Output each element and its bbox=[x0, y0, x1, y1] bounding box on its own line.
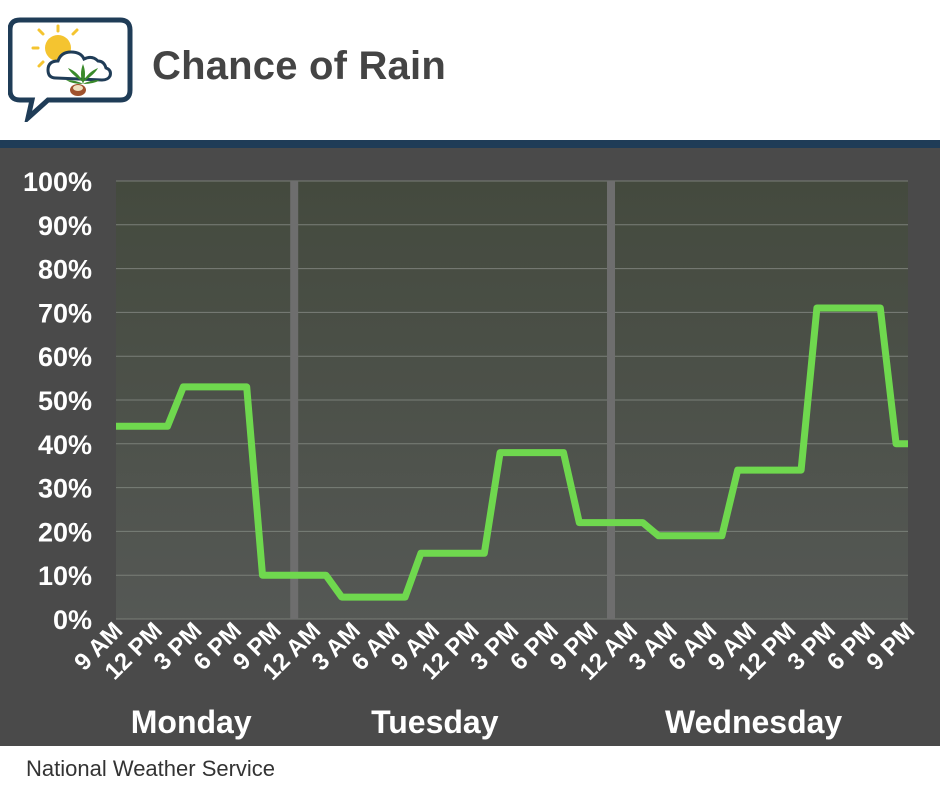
y-tick-label: 20% bbox=[38, 517, 92, 547]
y-tick-label: 70% bbox=[38, 298, 92, 328]
y-tick-label: 40% bbox=[38, 430, 92, 460]
header: Chance of Rain bbox=[0, 0, 940, 140]
y-tick-label: 90% bbox=[38, 211, 92, 241]
footer: National Weather Service bbox=[0, 746, 940, 788]
header-divider bbox=[0, 140, 940, 148]
day-separator bbox=[607, 181, 615, 619]
chart-panel: 0% 10% 20% 30% 40% 50% 60% 70% 80% 90% 100% 9 AM 12… bbox=[0, 148, 940, 746]
day-label: Tuesday bbox=[371, 704, 499, 740]
y-tick-label: 100% bbox=[23, 167, 92, 197]
weather-logo-icon bbox=[8, 17, 133, 122]
rain-chance-chart: 0%10%20%30%40%50%60%70%80%90%100% 9 AM12… bbox=[23, 167, 920, 740]
y-tick-label: 30% bbox=[38, 474, 92, 504]
page-title: Chance of Rain bbox=[152, 44, 446, 88]
day-label: Monday bbox=[131, 704, 252, 740]
y-tick-label: 0% bbox=[53, 605, 92, 635]
day-separator bbox=[290, 181, 299, 619]
y-tick-label: 10% bbox=[38, 561, 92, 591]
y-tick-label: 60% bbox=[38, 342, 92, 372]
y-tick-label: 50% bbox=[38, 386, 92, 416]
y-tick-label: 80% bbox=[38, 255, 92, 285]
day-label: Wednesday bbox=[665, 704, 842, 740]
source-credit: National Weather Service bbox=[26, 756, 276, 781]
